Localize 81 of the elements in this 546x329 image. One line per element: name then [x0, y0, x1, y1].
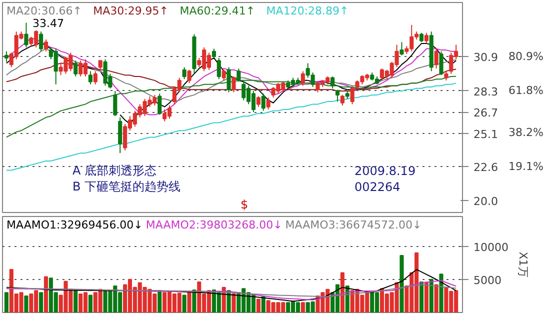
bar	[429, 278, 434, 312]
candlestick	[444, 70, 448, 81]
annotation: $	[240, 198, 248, 212]
annotation: 2009.8.19	[354, 164, 416, 178]
candlestick	[93, 70, 98, 85]
y-tick-label: 28.3	[474, 85, 498, 98]
annotation: 33.47	[32, 17, 64, 30]
candlestick	[44, 38, 48, 52]
candlestick	[39, 31, 44, 52]
text: MA20:30.66↑	[6, 4, 82, 18]
bar	[24, 295, 28, 312]
text: MA120:28.89↑	[266, 4, 349, 18]
candlestick	[330, 76, 335, 89]
candlestick	[439, 50, 444, 76]
bar	[4, 292, 8, 312]
bar	[187, 292, 192, 312]
bar	[88, 294, 92, 312]
text: MA30:29.95↑	[93, 4, 169, 18]
y-tick-label: 25.1	[474, 128, 498, 141]
candlestick	[226, 66, 231, 93]
bar	[300, 302, 305, 312]
candlestick	[335, 89, 340, 102]
candlestick	[400, 42, 404, 56]
text: MAAMO3:36674572.00↓	[285, 218, 422, 232]
candlestick	[350, 86, 354, 105]
annotation: B 下砸笔挺的趋势线	[72, 180, 181, 194]
candlestick	[24, 22, 28, 48]
candlestick	[300, 70, 305, 86]
bar	[256, 298, 260, 312]
bar	[182, 294, 186, 312]
annotation: 002264	[354, 180, 400, 194]
bar	[192, 289, 196, 312]
candlestick	[118, 116, 122, 154]
y2-tick-label: 80.9%	[508, 50, 544, 64]
y-tick-label: 26.7	[474, 106, 498, 120]
bar	[39, 292, 44, 312]
candlestick	[158, 93, 162, 116]
bar	[439, 274, 444, 312]
y-tick-label: 20.0	[474, 195, 498, 208]
y2-tick-label: 38.2%	[508, 126, 544, 140]
y-axis-title: X1万	[516, 252, 530, 278]
candlestick	[113, 90, 118, 117]
text: MA60:29.41↑	[180, 4, 256, 18]
bar	[419, 282, 424, 312]
bar	[340, 272, 344, 312]
candlestick	[187, 69, 192, 84]
candlestick	[182, 66, 186, 80]
candlestick	[98, 60, 102, 70]
bar	[261, 296, 266, 312]
candlestick	[340, 94, 344, 106]
y-tick-label: 22.6	[474, 160, 498, 174]
y2-tick-label: 19.1%	[508, 160, 544, 174]
candlestick	[236, 68, 241, 82]
candlestick	[256, 96, 260, 108]
y-tick-label: 5000	[474, 274, 502, 287]
candlestick	[74, 60, 78, 77]
candlestick	[261, 93, 266, 112]
line-series	[6, 284, 457, 298]
y2-tick-label: 61.8%	[508, 84, 544, 98]
candlestick	[216, 57, 221, 80]
candlestick	[212, 48, 216, 58]
candlestick	[266, 97, 270, 110]
bar	[232, 293, 236, 312]
candlestick	[424, 32, 428, 44]
text: MAAMO1:32969456.00↓	[6, 218, 143, 232]
bar	[424, 282, 428, 312]
candlestick	[434, 48, 438, 70]
bar	[158, 290, 162, 312]
candlestick	[88, 70, 92, 85]
candlestick	[222, 69, 226, 81]
candlestick	[232, 76, 236, 93]
text: MAAMO2:39803268.00↓	[146, 218, 282, 232]
bar	[44, 276, 48, 312]
bar	[74, 290, 78, 312]
bar	[400, 255, 404, 312]
bar	[434, 284, 438, 312]
candlestick	[4, 50, 8, 62]
y-tick-label: 30.9	[474, 51, 498, 64]
y-tick-label: 10000	[474, 240, 508, 254]
candlestick	[419, 32, 424, 43]
annotation: A 底部刺透形态	[72, 164, 157, 178]
